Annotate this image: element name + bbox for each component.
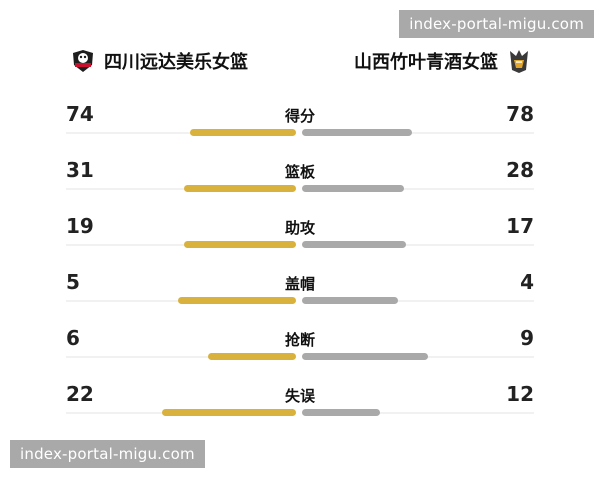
team-right-name: 山西竹叶青酒女篮 [354, 52, 498, 73]
stat-row: 6 抢断 9 [0, 326, 600, 366]
stat-bar-right [302, 241, 406, 248]
stat-bar-left [184, 185, 296, 192]
stat-track-right [304, 244, 534, 246]
stat-track-right [304, 412, 534, 414]
stat-bar-left [162, 409, 296, 416]
stat-bar-right [302, 353, 428, 360]
stat-bar-right [302, 297, 398, 304]
stat-bar-left [178, 297, 296, 304]
stat-track-left [66, 356, 296, 358]
stat-track-right [304, 188, 534, 190]
team-left-name: 四川远达美乐女篮 [104, 52, 248, 73]
stat-label: 失误 [284, 387, 315, 405]
team-right: 山西竹叶青酒女篮 [354, 48, 532, 74]
stat-bar-right [302, 129, 412, 136]
stat-right-value: 78 [506, 102, 534, 126]
shanxi-team-logo-icon [506, 48, 532, 74]
stat-right-value: 17 [506, 214, 534, 238]
sichuan-team-logo-icon [70, 48, 96, 74]
stat-label: 助攻 [284, 219, 315, 237]
stat-track-right [304, 300, 534, 302]
team-header: 四川远达美乐女篮 山西竹叶青酒女篮 [0, 48, 600, 80]
stat-label: 篮板 [284, 163, 315, 181]
watermark-bottom: index-portal-migu.com [10, 440, 205, 468]
stat-left-value: 74 [66, 102, 94, 126]
stat-label: 得分 [284, 107, 315, 125]
stat-row: 74 得分 78 [0, 102, 600, 142]
stat-bar-left [184, 241, 296, 248]
stat-right-value: 9 [520, 326, 534, 350]
stat-row: 5 盖帽 4 [0, 270, 600, 310]
stat-track-left [66, 188, 296, 190]
stat-right-value: 12 [506, 382, 534, 406]
stat-track-left [66, 132, 296, 134]
team-left: 四川远达美乐女篮 [70, 48, 248, 74]
stat-left-value: 5 [66, 270, 80, 294]
stat-left-value: 6 [66, 326, 80, 350]
stat-bar-left [190, 129, 296, 136]
stat-right-value: 4 [520, 270, 534, 294]
watermark-top: index-portal-migu.com [399, 10, 594, 38]
stat-bar-left [208, 353, 296, 360]
stat-bar-right [302, 409, 380, 416]
stat-right-value: 28 [506, 158, 534, 182]
stat-left-value: 19 [66, 214, 94, 238]
stat-row: 22 失误 12 [0, 382, 600, 422]
stat-label: 盖帽 [284, 275, 315, 293]
stat-bar-right [302, 185, 404, 192]
stat-row: 19 助攻 17 [0, 214, 600, 254]
stat-row: 31 篮板 28 [0, 158, 600, 198]
stat-label: 抢断 [284, 331, 315, 349]
stat-track-left [66, 244, 296, 246]
stat-left-value: 22 [66, 382, 94, 406]
stat-left-value: 31 [66, 158, 94, 182]
stat-track-right [304, 132, 534, 134]
